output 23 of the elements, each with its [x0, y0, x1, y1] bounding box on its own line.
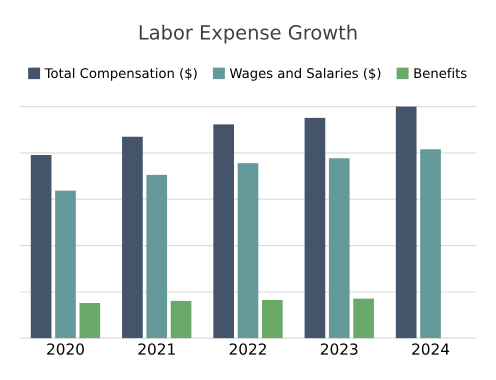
- bar: [30, 154, 52, 338]
- bar: [213, 124, 234, 338]
- x-tick-label: 2023: [320, 343, 358, 355]
- bar: [304, 118, 326, 338]
- legend-label: Total Compensation ($): [44, 68, 197, 81]
- bar: [420, 149, 441, 338]
- bar: [146, 174, 168, 338]
- chart-title: Labor Expense Growth: [140, 24, 356, 44]
- x-tick-label: 2022: [230, 343, 266, 355]
- x-tick-label: 2020: [47, 343, 84, 355]
- bar: [79, 302, 100, 338]
- legend-label: Benefits: [414, 68, 467, 78]
- bar: [55, 190, 76, 338]
- legend-label: Wages and Salaries ($): [230, 68, 380, 81]
- x-tick-label: 2021: [138, 343, 175, 355]
- bar: [262, 300, 283, 338]
- bar: [396, 106, 417, 338]
- bar: [238, 163, 258, 338]
- x-tick-label: 2024: [412, 343, 450, 355]
- bar: [170, 300, 192, 338]
- bar: [328, 158, 350, 338]
- bar: [353, 298, 374, 338]
- bar: [122, 136, 143, 338]
